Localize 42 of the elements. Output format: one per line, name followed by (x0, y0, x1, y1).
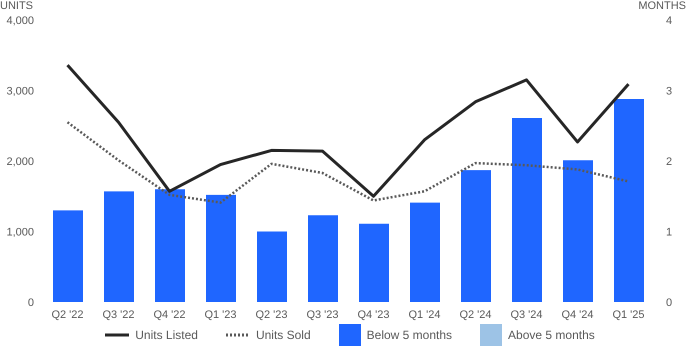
x-tick-label: Q1 '24 (408, 308, 441, 321)
x-tick-label: Q1 '25 (612, 308, 645, 321)
legend-label: Units Listed (134, 327, 198, 344)
x-tick-label: Q4 '23 (357, 308, 390, 321)
line-series (66, 120, 630, 204)
y-tick-label: 2,000 (6, 156, 34, 168)
bar (512, 118, 542, 302)
y-tick-label: 4,000 (6, 14, 34, 27)
bar (257, 232, 287, 302)
bar (308, 215, 338, 302)
legend-label: Units Sold (254, 327, 311, 344)
bar (206, 194, 236, 302)
bar (53, 210, 83, 302)
y2-tick-label: 0 (666, 297, 672, 309)
line-series (66, 64, 630, 198)
y-tick-label: 3,000 (6, 85, 34, 98)
bar (614, 98, 644, 302)
x-tick-label: Q1 '23 (204, 308, 237, 321)
y2-tick-label: 3 (666, 86, 672, 98)
y2-tick-label: 2 (666, 156, 672, 168)
bar (461, 170, 491, 302)
bar (104, 191, 134, 302)
bar (563, 160, 593, 302)
legend-label: Above 5 months (507, 327, 595, 344)
y2-tick-label: 4 (666, 15, 672, 27)
y2-axis-title: MONTHS (638, 0, 686, 12)
x-tick-label: Q2 '22 (51, 308, 84, 321)
y-tick-label: 0 (28, 296, 34, 309)
y2-tick-label: 1 (666, 226, 672, 238)
x-tick-label: Q3 '22 (102, 308, 135, 321)
bar (155, 189, 185, 302)
y-tick-label: 1,000 (6, 226, 34, 238)
legend-label: Below 5 months (366, 327, 452, 344)
x-tick-label: Q3 '23 (306, 308, 339, 321)
bar (410, 202, 440, 302)
x-tick-label: Q4 '24 (561, 308, 594, 321)
bar (359, 224, 389, 302)
x-tick-label: Q4 '22 (153, 308, 186, 321)
x-tick-label: Q2 '23 (255, 308, 288, 321)
y-axis-title: UNITS (0, 0, 33, 12)
x-tick-label: Q2 '24 (459, 308, 492, 321)
x-tick-label: Q3 '24 (510, 308, 543, 321)
